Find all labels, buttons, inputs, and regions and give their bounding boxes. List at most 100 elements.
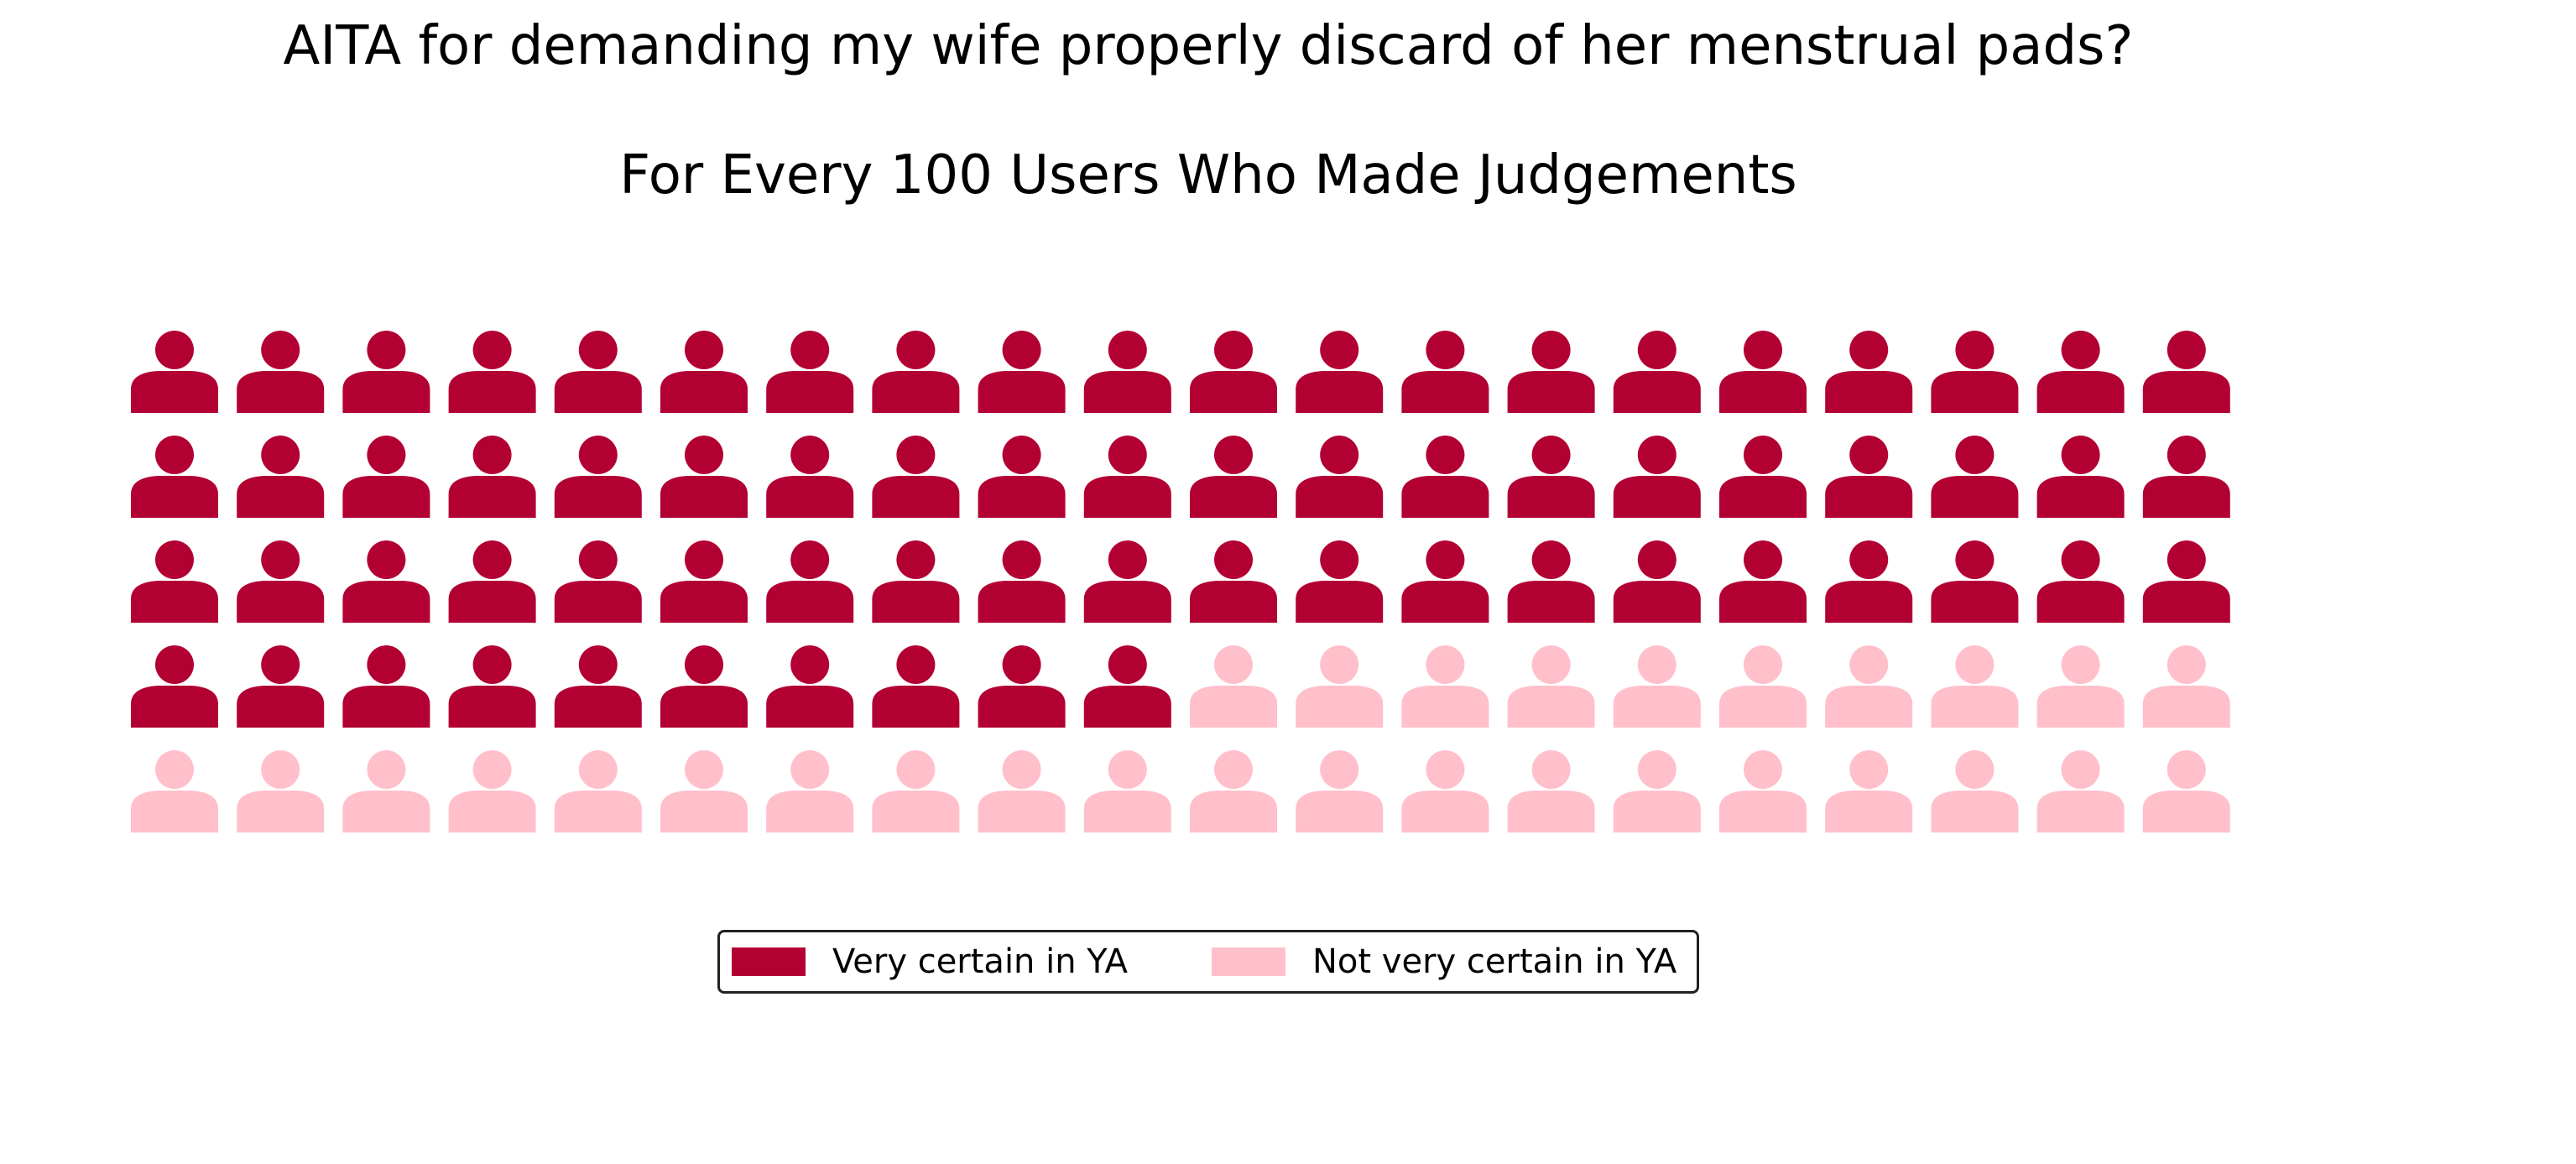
person-icon <box>554 436 642 518</box>
person-icon <box>1825 436 1913 518</box>
person-icon <box>1825 750 1913 833</box>
person-icon <box>1083 645 1171 728</box>
person-icon <box>660 540 748 623</box>
chart-subtitle: For Every 100 Users Who Made Judgements <box>619 144 1797 206</box>
person-icon <box>766 645 854 728</box>
person-icon <box>237 331 325 413</box>
person-icon <box>448 436 536 518</box>
person-icon <box>131 331 218 413</box>
person-icon <box>131 750 218 833</box>
person-icon <box>1719 436 1807 518</box>
person-icon <box>766 750 854 833</box>
person-icon <box>1719 750 1807 833</box>
legend-item-not-very-certain: Not very certain in YA <box>1212 932 1676 991</box>
person-icon <box>1613 750 1701 833</box>
chart-title: AITA for demanding my wife properly disc… <box>283 15 2134 77</box>
person-icon <box>1401 540 1489 623</box>
person-icon <box>978 750 1066 833</box>
person-icon <box>1190 436 1277 518</box>
person-icon <box>1931 540 2019 623</box>
person-icon <box>1296 750 1384 833</box>
person-icon <box>2036 645 2125 728</box>
person-icon <box>872 436 960 518</box>
person-icon <box>1296 331 1384 413</box>
person-icon <box>1190 540 1277 623</box>
person-icon <box>342 750 430 833</box>
person-icon <box>872 331 960 413</box>
person-icon <box>978 645 1066 728</box>
person-icon <box>1401 436 1489 518</box>
person-icon <box>448 750 536 833</box>
legend-swatch-not-very-certain <box>1212 947 1285 976</box>
person-icon <box>2036 750 2125 833</box>
person-icon <box>978 540 1066 623</box>
person-icon <box>2142 645 2230 728</box>
person-icon <box>554 331 642 413</box>
person-icon <box>1296 645 1384 728</box>
person-icon <box>237 645 325 728</box>
person-icon <box>2142 540 2230 623</box>
person-icon <box>1507 645 1595 728</box>
person-icon <box>1190 750 1277 833</box>
person-icon <box>1613 436 1701 518</box>
person-icon <box>1931 436 2019 518</box>
person-icon <box>1507 750 1595 833</box>
person-icon <box>872 540 960 623</box>
person-icon <box>660 645 748 728</box>
person-icon <box>342 540 430 623</box>
person-icon <box>1825 645 1913 728</box>
person-icon <box>2036 436 2125 518</box>
person-icon <box>1613 645 1701 728</box>
person-icon <box>1613 331 1701 413</box>
person-icon <box>1719 540 1807 623</box>
person-icon <box>1825 540 1913 623</box>
person-icon <box>342 331 430 413</box>
person-icon <box>660 436 748 518</box>
person-icon <box>2036 540 2125 623</box>
person-icon <box>448 645 536 728</box>
person-icon <box>1296 540 1384 623</box>
legend-label-very-certain: Very certain in YA <box>832 942 1128 981</box>
person-icon <box>766 331 854 413</box>
person-icon <box>1190 645 1277 728</box>
person-icon <box>1613 540 1701 623</box>
person-icon <box>1401 331 1489 413</box>
person-icon <box>766 540 854 623</box>
person-icon <box>1401 645 1489 728</box>
legend-label-not-very-certain: Not very certain in YA <box>1312 942 1677 981</box>
person-icon <box>660 331 748 413</box>
person-icon <box>237 436 325 518</box>
person-icon <box>554 750 642 833</box>
waffle-chart <box>131 331 2230 833</box>
person-icon <box>448 540 536 623</box>
person-icon <box>554 645 642 728</box>
person-icon <box>1083 750 1171 833</box>
person-icon <box>1190 331 1277 413</box>
legend: Very certain in YA Not very certain in Y… <box>717 930 1699 994</box>
person-icon <box>872 750 960 833</box>
person-icon <box>1507 331 1595 413</box>
person-icon <box>2142 750 2230 833</box>
person-icon <box>1931 645 2019 728</box>
person-icon <box>1931 331 2019 413</box>
person-icon <box>1083 540 1171 623</box>
person-icon <box>1083 436 1171 518</box>
person-icon <box>131 436 218 518</box>
person-icon <box>1083 331 1171 413</box>
person-icon <box>1296 436 1384 518</box>
person-icon <box>872 645 960 728</box>
legend-item-very-certain: Very certain in YA <box>732 932 1128 991</box>
person-icon <box>978 331 1066 413</box>
person-icon <box>1401 750 1489 833</box>
person-icon <box>660 750 748 833</box>
person-icon <box>1719 331 1807 413</box>
person-icon <box>2142 436 2230 518</box>
person-icon <box>2142 331 2230 413</box>
legend-swatch-very-certain <box>732 947 806 976</box>
person-icon <box>342 645 430 728</box>
person-icon <box>766 436 854 518</box>
person-icon <box>237 540 325 623</box>
person-icon <box>1719 645 1807 728</box>
person-icon <box>978 436 1066 518</box>
person-icon <box>342 436 430 518</box>
